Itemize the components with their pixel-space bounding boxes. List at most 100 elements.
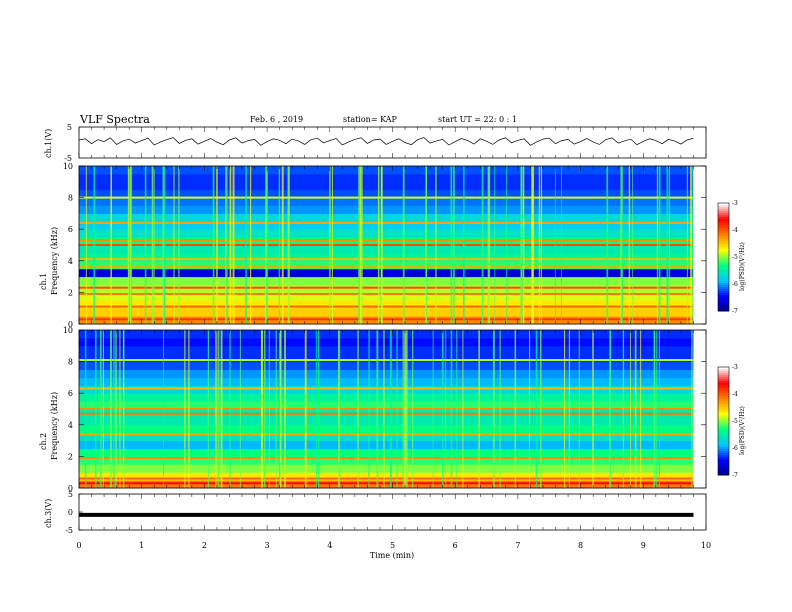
- ch3-waveform-panel: 5 0 -5 ch.3(V): [44, 490, 707, 535]
- colorbar-swatch: [718, 271, 729, 274]
- spectrogram-band: [79, 480, 694, 489]
- spectrogram-sferic: [178, 166, 180, 324]
- spectrogram-band: [79, 424, 694, 434]
- spectrogram-sferic: [284, 330, 286, 488]
- colorbar-swatch: [718, 267, 729, 270]
- colorbar-swatch: [718, 433, 729, 436]
- spectrogram-emission-line: [79, 387, 694, 390]
- colorbar-swatch: [718, 383, 729, 386]
- spectrogram-sferic: [383, 330, 385, 488]
- spectrogram-sferic: [287, 166, 290, 324]
- spectrogram-sferic: [568, 330, 571, 488]
- spectrogram-sferic: [445, 330, 447, 488]
- spectrogram-sferic: [531, 166, 533, 324]
- spectrogram-sferic: [425, 166, 427, 324]
- colorbar-label: log(PSD)(V²/Hz): [739, 406, 746, 455]
- colorbar-swatch: [718, 391, 729, 394]
- spectrogram-sferic: [656, 166, 658, 324]
- spectrogram-sferic: [184, 330, 186, 488]
- colorbar-swatch: [718, 251, 729, 254]
- colorbar-tick-label: -5: [732, 254, 738, 261]
- colorbar-swatch: [718, 449, 729, 452]
- ch3-waveform-frame: [78, 493, 707, 531]
- colorbar-swatch: [718, 249, 729, 252]
- spectrogram-sferic: [229, 330, 231, 488]
- ch1-spectrogram-image: [79, 166, 706, 325]
- colorbar-swatch: [718, 243, 729, 246]
- colorbar-swatch: [718, 441, 729, 444]
- spectrogram-band: [79, 432, 694, 442]
- spectrogram-sferic: [128, 166, 130, 324]
- spectrogram-band: [79, 330, 694, 339]
- xtick-label: 5: [390, 541, 395, 550]
- colorbar-tick-label: -7: [732, 308, 738, 315]
- colorbar-swatch: [718, 223, 729, 226]
- spectrogram-sferic: [329, 166, 331, 324]
- spectrogram-sferic: [280, 330, 282, 488]
- time-axis-label: Time (min): [370, 551, 414, 560]
- spectrogram-sferic: [442, 330, 444, 488]
- spectrogram-sferic: [578, 330, 580, 488]
- spectrogram-band: [79, 221, 694, 230]
- spectrogram-sferic: [339, 330, 341, 488]
- spectrogram-sferic: [216, 166, 218, 324]
- spectrogram-sferic: [532, 166, 535, 324]
- spectrogram-sferic: [264, 330, 266, 488]
- spectrogram-sferic: [462, 166, 465, 324]
- colorbar-swatch: [718, 377, 729, 380]
- spectrogram-sferic: [453, 166, 455, 324]
- colorbar-swatch: [718, 291, 729, 294]
- colorbar-swatch: [718, 261, 729, 264]
- spectrogram-sferic: [102, 330, 104, 488]
- colorbar-swatch: [718, 215, 729, 218]
- spectrogram-sferic: [539, 330, 542, 488]
- colorbar-swatch: [718, 463, 729, 466]
- ch1-ytick-bottom: -5: [64, 154, 72, 163]
- spectrogram-sferic: [404, 330, 407, 488]
- spectrogram-band: [79, 369, 694, 378]
- colorbar-swatch: [718, 241, 729, 244]
- colorbar-swatch: [718, 415, 729, 418]
- colorbar-swatch: [718, 247, 729, 250]
- xtick-label: 1: [139, 541, 144, 550]
- spectrogram-sferic: [188, 330, 190, 488]
- spectrogram-sferic: [412, 330, 414, 488]
- colorbar-label: log(PSD)(V²/Hz): [739, 242, 746, 291]
- spectrogram-band: [79, 166, 694, 175]
- colorbar-swatch: [718, 213, 729, 216]
- colorbar-swatch: [718, 253, 729, 256]
- spectrogram-sferic: [279, 330, 281, 488]
- spectrogram-sferic: [84, 330, 87, 488]
- colorbar-swatch: [718, 431, 729, 434]
- colorbar-tick-label: -3: [732, 200, 738, 207]
- spectrogram-nodata: [693, 166, 706, 324]
- colorbar-swatch: [718, 309, 729, 312]
- xtick-label: 3: [265, 541, 270, 550]
- spectrogram-band: [79, 205, 694, 214]
- colorbar-swatch: [718, 293, 729, 296]
- spectrogram-sferic: [153, 166, 155, 324]
- colorbar-swatch: [718, 417, 729, 420]
- colorbar-swatch: [718, 235, 729, 238]
- colorbar-swatch: [718, 289, 729, 292]
- colorbar-swatch: [718, 461, 729, 464]
- colorbar-swatch: [718, 263, 729, 266]
- ch1-waveform-trace: [78, 137, 694, 146]
- spectrogram-sferic: [435, 166, 437, 324]
- spectrogram-sferic: [162, 166, 165, 324]
- spectrogram-band: [79, 173, 694, 183]
- colorbar-swatch: [718, 421, 729, 424]
- colorbar-swatch: [718, 287, 729, 290]
- colorbar-swatch: [718, 245, 729, 248]
- spectrogram-sferic: [212, 166, 215, 324]
- spectrogram-sferic: [315, 330, 317, 488]
- spectrogram-sferic: [99, 330, 102, 488]
- spectrogram-emission-line: [79, 292, 694, 295]
- spectrogram-band: [79, 316, 694, 325]
- spectrogram-sferic: [690, 166, 692, 324]
- spectrogram-sferic: [368, 330, 370, 488]
- ytick-label: 10: [63, 326, 73, 335]
- spectrogram-sferic: [432, 330, 434, 488]
- colorbar-swatch: [718, 279, 729, 282]
